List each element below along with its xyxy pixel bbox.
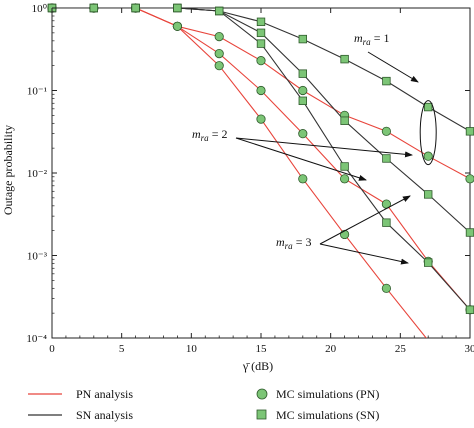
marker-sn-m1 [256,17,266,27]
marker-sn-m1 [465,127,474,136]
legend-swatch-mc-pn [256,388,268,400]
marker-sn-m2 [423,190,433,199]
y-tick-label: 10⁻¹ [27,86,47,98]
marker-pn-m2 [214,49,224,59]
marker-sn-m3 [256,39,266,48]
marker-sn-m2 [256,28,266,38]
x-tick-label: 30 [465,343,474,355]
marker-pn-m1 [298,85,308,96]
marker-sn-m2 [340,116,349,125]
marker-sn-m3 [173,3,182,13]
marker-sn-m3 [382,218,391,227]
marker-sn-m3 [298,96,307,106]
marker-sn-m1 [423,102,433,112]
marker-sn-m3 [214,6,224,16]
x-tick-label: 15 [256,343,268,355]
annotation-arrows [235,51,437,265]
marker-pn-m1 [256,56,266,66]
svg-text:mra = 1: mra = 1 [354,31,389,47]
x-tick-label: 20 [325,343,337,355]
marker-pn-m2 [339,174,350,184]
legend: PN analysis SN analysis MC simulations (… [28,387,379,422]
annotation-arrow-m2-a [235,137,413,158]
y-tick-label: 10⁻³ [27,251,48,263]
x-axis-label: γ̄ (dB) [242,359,273,373]
annotation-arrow-m3-a [319,195,411,245]
y-tick-label: 10⁻⁴ [26,333,47,345]
marker-sn-m1 [382,76,391,86]
svg-text:mra = 3: mra = 3 [276,235,311,251]
series-markers [47,3,474,315]
annotation-m2: mra = 2 [192,127,227,143]
annotation-m1: mra = 1 [354,31,389,47]
series-line-pn-m2 [52,8,470,311]
y-tick-label: 10⁰ [32,3,48,15]
legend-label-pn-analysis: PN analysis [76,387,133,401]
marker-pn-m1 [465,174,474,184]
marker-pn-m3 [172,21,182,31]
x-tick-label: 25 [395,343,407,355]
annotation-m3: mra = 3 [276,235,311,251]
legend-label-sn-analysis: SN analysis [76,408,133,422]
marker-sn-m3 [423,258,433,267]
annotation-ellipse-m1 [419,100,437,166]
series-line-sn-m1 [52,8,470,132]
y-tick-label: 10⁻² [27,168,48,180]
marker-pn-m3 [339,229,350,240]
legend-label-mc-sn: MC simulations (SN) [276,408,379,422]
marker-sn-m1 [298,34,307,44]
marker-sn-m2 [298,69,307,78]
marker-sn-m3 [89,3,98,13]
marker-pn-m3 [381,283,391,293]
series-line-sn-m3 [52,8,470,311]
annotation-arrow-m2-b [235,137,367,181]
x-tick-label: 0 [49,343,55,355]
svg-text:mra = 2: mra = 2 [192,127,227,143]
marker-sn-m2 [465,228,474,237]
axis-ticks: 0 5 10 15 20 25 30 10⁰ 10⁻¹ 10⁻² 10⁻³ 10⁻⁴ [26,3,474,355]
marker-sn-m2 [382,154,391,163]
marker-pn-m3 [214,61,224,71]
annotation-arrow-m3-b [319,243,409,265]
marker-sn-m3 [465,305,474,314]
marker-pn-m2 [256,85,266,96]
marker-sn-m3 [131,3,140,13]
legend-swatch-mc-sn [256,409,267,420]
marker-sn-m3 [340,162,349,171]
marker-pn-m1 [214,32,224,42]
x-tick-label: 10 [186,343,198,355]
marker-sn-m1 [340,54,349,64]
y-axis-label: Outage probability [1,125,15,215]
marker-pn-m2 [298,129,308,139]
annotation-arrow-m1 [367,51,419,83]
legend-label-mc-pn: MC simulations (PN) [276,387,379,401]
marker-pn-m1 [381,126,391,136]
marker-pn-m3 [298,174,308,184]
marker-pn-m3 [256,114,266,124]
x-tick-label: 5 [119,343,125,355]
marker-pn-m1 [423,151,433,161]
